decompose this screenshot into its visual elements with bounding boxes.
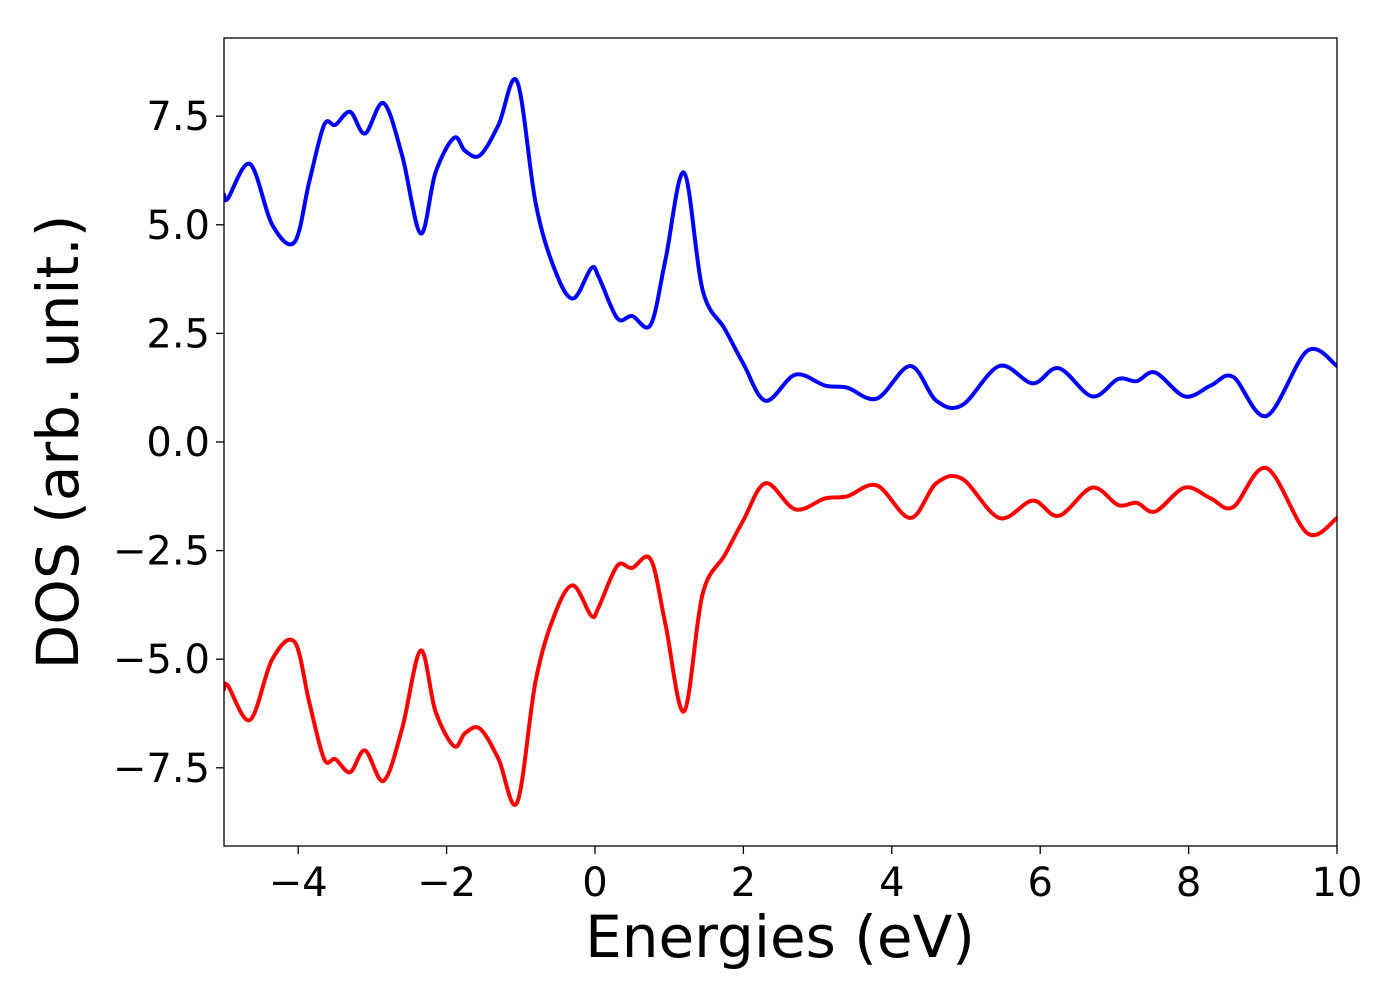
y-tick-label: −7.5	[113, 746, 210, 792]
x-tick-label: 4	[879, 860, 904, 906]
x-tick-label: 0	[582, 860, 607, 906]
y-axis-title: DOS (arb. unit.)	[24, 215, 92, 670]
x-tick-label: 2	[731, 860, 756, 906]
y-tick-label: 7.5	[146, 94, 210, 140]
series-layer	[224, 77, 1337, 807]
y-axis-ticks: 7.5 5.0 2.5 0.0 −2.5 −5.0 −7.5	[113, 94, 224, 792]
y-tick-label: −5.0	[113, 637, 210, 683]
x-tick-label: 8	[1176, 860, 1201, 906]
x-tick-label: −2	[417, 860, 476, 906]
x-tick-label: 10	[1312, 860, 1363, 906]
series-line-spin-up	[224, 77, 1337, 418]
x-tick-label: 6	[1027, 860, 1052, 906]
y-tick-label: 2.5	[146, 311, 210, 357]
x-axis-title: Energies (eV)	[585, 903, 975, 971]
x-tick-label: −4	[269, 860, 328, 906]
x-axis-ticks: −4 −2 0 2 4 6 8 10	[269, 846, 1363, 906]
y-tick-label: 5.0	[146, 203, 210, 249]
y-tick-label: 0.0	[146, 420, 210, 466]
series-line-spin-down	[224, 466, 1337, 807]
y-tick-label: −2.5	[113, 529, 210, 575]
